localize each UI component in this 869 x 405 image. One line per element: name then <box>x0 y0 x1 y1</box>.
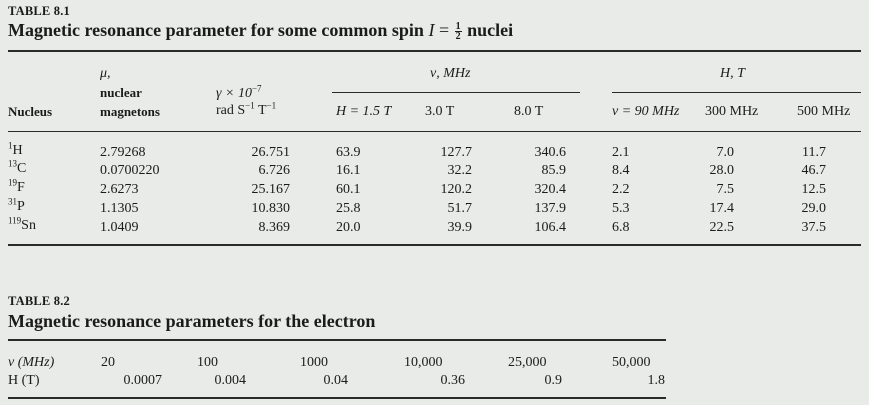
table-8-1-bottom-rule <box>8 244 861 246</box>
cell-nu: 100 <box>197 355 218 370</box>
cell-gamma: 26.751 <box>251 145 291 160</box>
header-h-col-3: 500 MHz <box>797 104 851 119</box>
header-nu-col-1: H = 1.5 T <box>336 104 392 119</box>
cell-h-1: 2.2 <box>612 182 630 197</box>
title-text-end: nuclei <box>462 20 514 40</box>
cell-h-1: 8.4 <box>612 163 630 178</box>
table-8-1-header-rule <box>8 131 861 132</box>
cell-mu: 2.79268 <box>100 145 146 160</box>
cell-nu: 1000 <box>300 355 328 370</box>
cell-mu: 1.0409 <box>100 220 139 235</box>
cell-h-2: 7.5 <box>716 182 735 197</box>
title-fraction-num: 1 <box>454 21 462 33</box>
cell-h-1: 2.1 <box>612 145 630 160</box>
cell-gamma: 25.167 <box>251 182 291 197</box>
cell-mu: 0.0700220 <box>100 163 160 178</box>
cell-nu: 10,000 <box>404 355 443 370</box>
cell-h: 0.004 <box>214 373 247 388</box>
cell-h-2: 7.0 <box>716 145 735 160</box>
cell-nu-3: 320.4 <box>534 182 567 197</box>
cell-nu-1: 20.0 <box>336 220 361 235</box>
cell-mu: 1.1305 <box>100 201 139 216</box>
cell-nu-3: 85.9 <box>541 163 567 178</box>
cell-nu-1: 60.1 <box>336 182 361 197</box>
header-h-col-1: ν = 90 MHz <box>612 104 680 119</box>
cell-nucleus: 19F <box>8 177 25 195</box>
table-8-1-label: TABLE 8.1 <box>8 4 70 18</box>
header-h-group-rule <box>612 92 861 93</box>
cell-gamma: 8.369 <box>258 220 291 235</box>
cell-gamma: 10.830 <box>251 201 291 216</box>
cell-mu: 2.6273 <box>100 182 139 197</box>
cell-h-3: 37.5 <box>801 220 827 235</box>
cell-h: 0.0007 <box>123 373 163 388</box>
header-mu-line2: nuclear <box>100 85 142 100</box>
cell-nu-2: 32.2 <box>447 163 473 178</box>
cell-h-2: 22.5 <box>709 220 735 235</box>
header-nu-group: ν, MHz <box>430 66 471 81</box>
cell-nucleus: 1H <box>8 140 23 158</box>
title-spin-var: I <box>428 20 435 40</box>
header-nucleus: Nucleus <box>8 104 53 119</box>
cell-nu-2: 39.9 <box>447 220 473 235</box>
cell-h: 1.8 <box>647 373 666 388</box>
header-mu-symbol: μ, <box>100 66 111 81</box>
header-mu-line3: magnetons <box>100 104 160 119</box>
cell-nu: 20 <box>101 355 115 370</box>
cell-nu: 50,000 <box>612 355 651 370</box>
cell-h-1: 6.8 <box>612 220 630 235</box>
table-8-2-bottom-rule <box>8 397 666 399</box>
table-8-1-top-rule <box>8 50 861 52</box>
header-gamma-line2: rad S−1 T−1 <box>216 100 277 118</box>
cell-h: 0.9 <box>544 373 563 388</box>
cell-nu-1: 16.1 <box>336 163 361 178</box>
title-equals: = <box>434 20 454 40</box>
cell-nu-3: 137.9 <box>534 201 567 216</box>
cell-gamma: 6.726 <box>258 163 291 178</box>
cell-h-1: 5.3 <box>612 201 630 216</box>
cell-nu-3: 340.6 <box>534 145 567 160</box>
row-h-label: H (T) <box>8 373 40 388</box>
cell-nucleus: 13C <box>8 158 27 176</box>
table-8-1-title: Magnetic resonance parameter for some co… <box>8 20 514 43</box>
cell-h-2: 28.0 <box>709 163 735 178</box>
header-nu-col-3: 8.0 T <box>514 104 544 119</box>
cell-h: 0.04 <box>323 373 349 388</box>
header-gamma-line1: γ × 10−7 <box>216 83 262 101</box>
header-h-col-2: 300 MHz <box>705 104 759 119</box>
cell-nu: 25,000 <box>508 355 547 370</box>
cell-nucleus: 31P <box>8 196 25 214</box>
cell-h-3: 11.7 <box>802 145 826 160</box>
cell-h: 0.36 <box>440 373 466 388</box>
title-fraction-den: 2 <box>455 31 461 43</box>
header-nu-group-rule <box>332 92 580 93</box>
header-h-group: H, T <box>720 66 745 81</box>
cell-h-3: 46.7 <box>801 163 827 178</box>
cell-nucleus: 119Sn <box>8 215 36 233</box>
cell-nu-2: 120.2 <box>440 182 473 197</box>
cell-h-3: 29.0 <box>801 201 827 216</box>
cell-nu-2: 127.7 <box>440 145 473 160</box>
title-text: Magnetic resonance parameter for some co… <box>8 20 429 40</box>
table-8-2-title: Magnetic resonance parameters for the el… <box>8 311 376 331</box>
cell-nu-1: 25.8 <box>336 201 361 216</box>
row-nu-label: ν (MHz) <box>8 355 55 370</box>
table-8-2-label: TABLE 8.2 <box>8 294 70 308</box>
header-nu-col-2: 3.0 T <box>425 104 455 119</box>
cell-nu-2: 51.7 <box>447 201 473 216</box>
table-8-2-top-rule <box>8 339 666 341</box>
cell-h-3: 12.5 <box>801 182 827 197</box>
cell-nu-3: 106.4 <box>534 220 567 235</box>
cell-h-2: 17.4 <box>709 201 735 216</box>
cell-nu-1: 63.9 <box>336 145 361 160</box>
